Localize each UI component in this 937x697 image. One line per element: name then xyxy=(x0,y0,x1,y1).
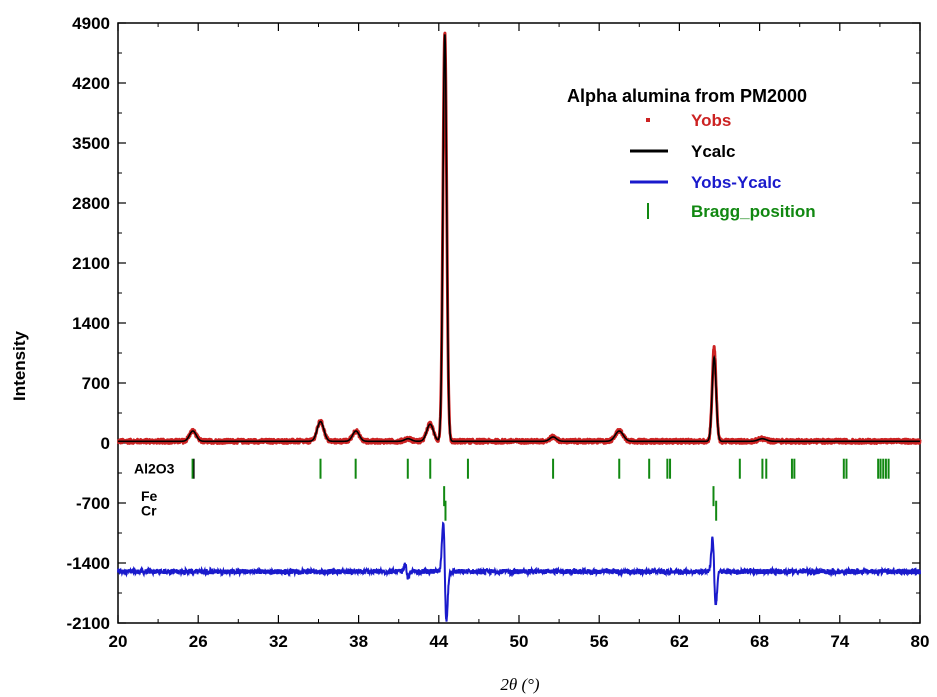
legend-marker-yobs xyxy=(646,118,650,122)
y-tick-label: 4200 xyxy=(72,74,110,93)
y-tick-label: 0 xyxy=(101,434,110,453)
y-axis: -2100 -1400 -700 0 700 1400 2100 2800 3500 4200 49… xyxy=(67,14,920,633)
x-tick-label: 80 xyxy=(911,632,930,651)
x-tick-label: 50 xyxy=(510,632,529,651)
series-ycalc xyxy=(118,34,920,443)
legend-label: Yobs xyxy=(691,111,731,130)
y-axis-title: Intensity xyxy=(10,331,29,401)
x-tick-label: 32 xyxy=(269,632,288,651)
legend-title: Alpha alumina from PM2000 xyxy=(567,86,807,106)
y-tick-label: 3500 xyxy=(72,134,110,153)
phase-label: Fe xyxy=(141,488,158,504)
x-tick-label: 62 xyxy=(670,632,689,651)
legend-label: Yobs-Ycalc xyxy=(691,173,781,192)
y-tick-label: 2100 xyxy=(72,254,110,273)
y-tick-label: -2100 xyxy=(67,614,110,633)
x-tick-label: 26 xyxy=(189,632,208,651)
phase-label: Cr xyxy=(141,503,157,519)
y-tick-label: 700 xyxy=(82,374,110,393)
x-axis-title: 2θ (°) xyxy=(500,675,540,694)
x-axis: 20 26 32 38 44 50 56 62 68 74 80 xyxy=(109,23,930,651)
plot-frame xyxy=(117,22,921,624)
plot-series xyxy=(116,31,922,622)
legend-label: Bragg_position xyxy=(691,202,816,221)
x-tick-label: 38 xyxy=(349,632,368,651)
y-tick-label: 4900 xyxy=(72,14,110,33)
y-tick-label: 2800 xyxy=(72,194,110,213)
y-tick-label: -700 xyxy=(76,494,110,513)
x-tick-label: 74 xyxy=(830,632,849,651)
x-tick-label: 20 xyxy=(109,632,128,651)
x-tick-label: 68 xyxy=(750,632,769,651)
x-tick-label: 44 xyxy=(429,632,448,651)
legend-label: Ycalc xyxy=(691,142,735,161)
y-tick-label: 1400 xyxy=(72,314,110,333)
series-yobs-minus-ycalc xyxy=(117,521,921,622)
legend: Alpha alumina from PM2000 Yobs Ycalc Yobs-Y… xyxy=(567,86,816,221)
phase-label: Al2O3 xyxy=(134,461,175,477)
y-tick-label: -1400 xyxy=(67,554,110,573)
x-tick-label: 56 xyxy=(590,632,609,651)
